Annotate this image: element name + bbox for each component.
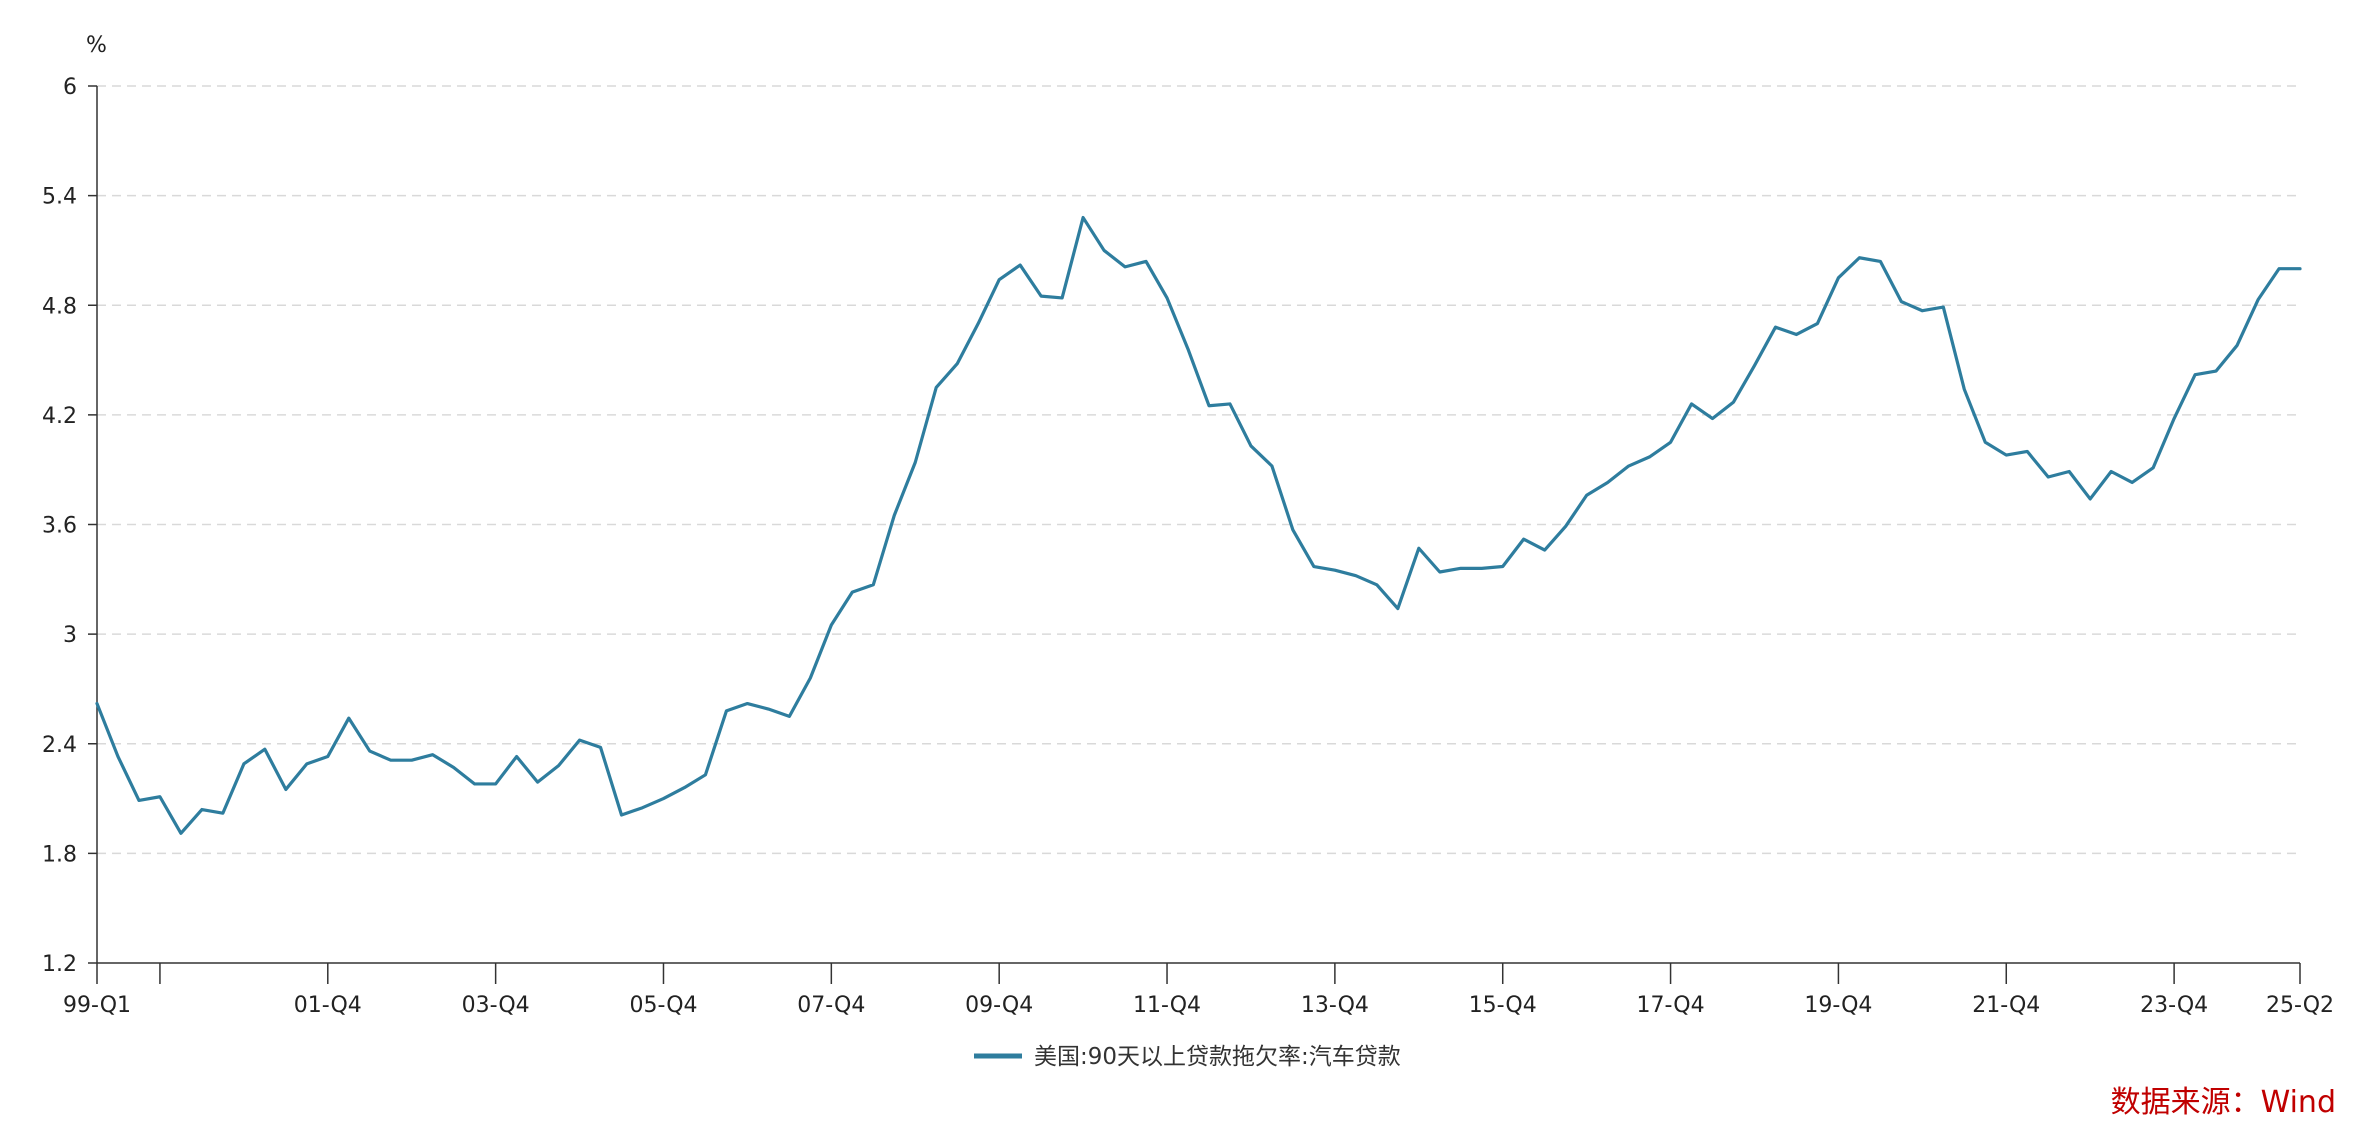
y-tick-label: 3 [63,623,77,648]
y-tick-label: 1.2 [42,952,77,977]
x-axis: 99-Q1 01-Q4 03-Q4 05-Q4 07-Q4 09-Q4 11-Q4 13-Q4… [63,963,2334,1018]
x-tick-label: 25-Q2 [2266,993,2334,1018]
x-tick-label: 15-Q4 [1469,993,1537,1018]
series-layer [95,215,2302,835]
y-tick-label: 5.4 [42,185,77,210]
legend: 美国:90天以上贷款拖欠率:汽车贷款 [974,1044,1401,1070]
x-tick-label: 19-Q4 [1804,993,1872,1018]
y-tick-label: 4.2 [42,404,77,429]
x-tick-label: 21-Q4 [1972,993,2040,1018]
x-tick-label: 05-Q4 [629,993,697,1018]
x-tick-label: 09-Q4 [965,993,1033,1018]
y-tick-label: 6 [63,75,77,100]
y-tick-label: 2.4 [42,733,77,758]
y-axis: 1.2 1.8 2.4 3 3.6 4.2 4.8 5.4 6 [42,75,97,977]
x-tick-label: 13-Q4 [1301,993,1369,1018]
x-tick-label: 07-Q4 [797,993,865,1018]
y-tick-label: 1.8 [42,842,77,867]
source-note: 数据来源：Wind [2111,1085,2336,1120]
x-tick-label: 23-Q4 [2140,993,2208,1018]
x-tick-label: 99-Q1 [63,993,131,1018]
y-tick-label: 4.8 [42,294,77,319]
y-tick-label: 3.6 [42,514,77,539]
y-grid [97,85,2300,855]
x-tick-label: 17-Q4 [1637,993,1705,1018]
legend-label: 美国:90天以上贷款拖欠率:汽车贷款 [1034,1044,1401,1070]
x-tick-label: 03-Q4 [462,993,530,1018]
x-tick-label: 11-Q4 [1133,993,1201,1018]
y-axis-unit: % [86,33,107,58]
series-line [95,215,2302,835]
x-tick-label: 01-Q4 [294,993,362,1018]
